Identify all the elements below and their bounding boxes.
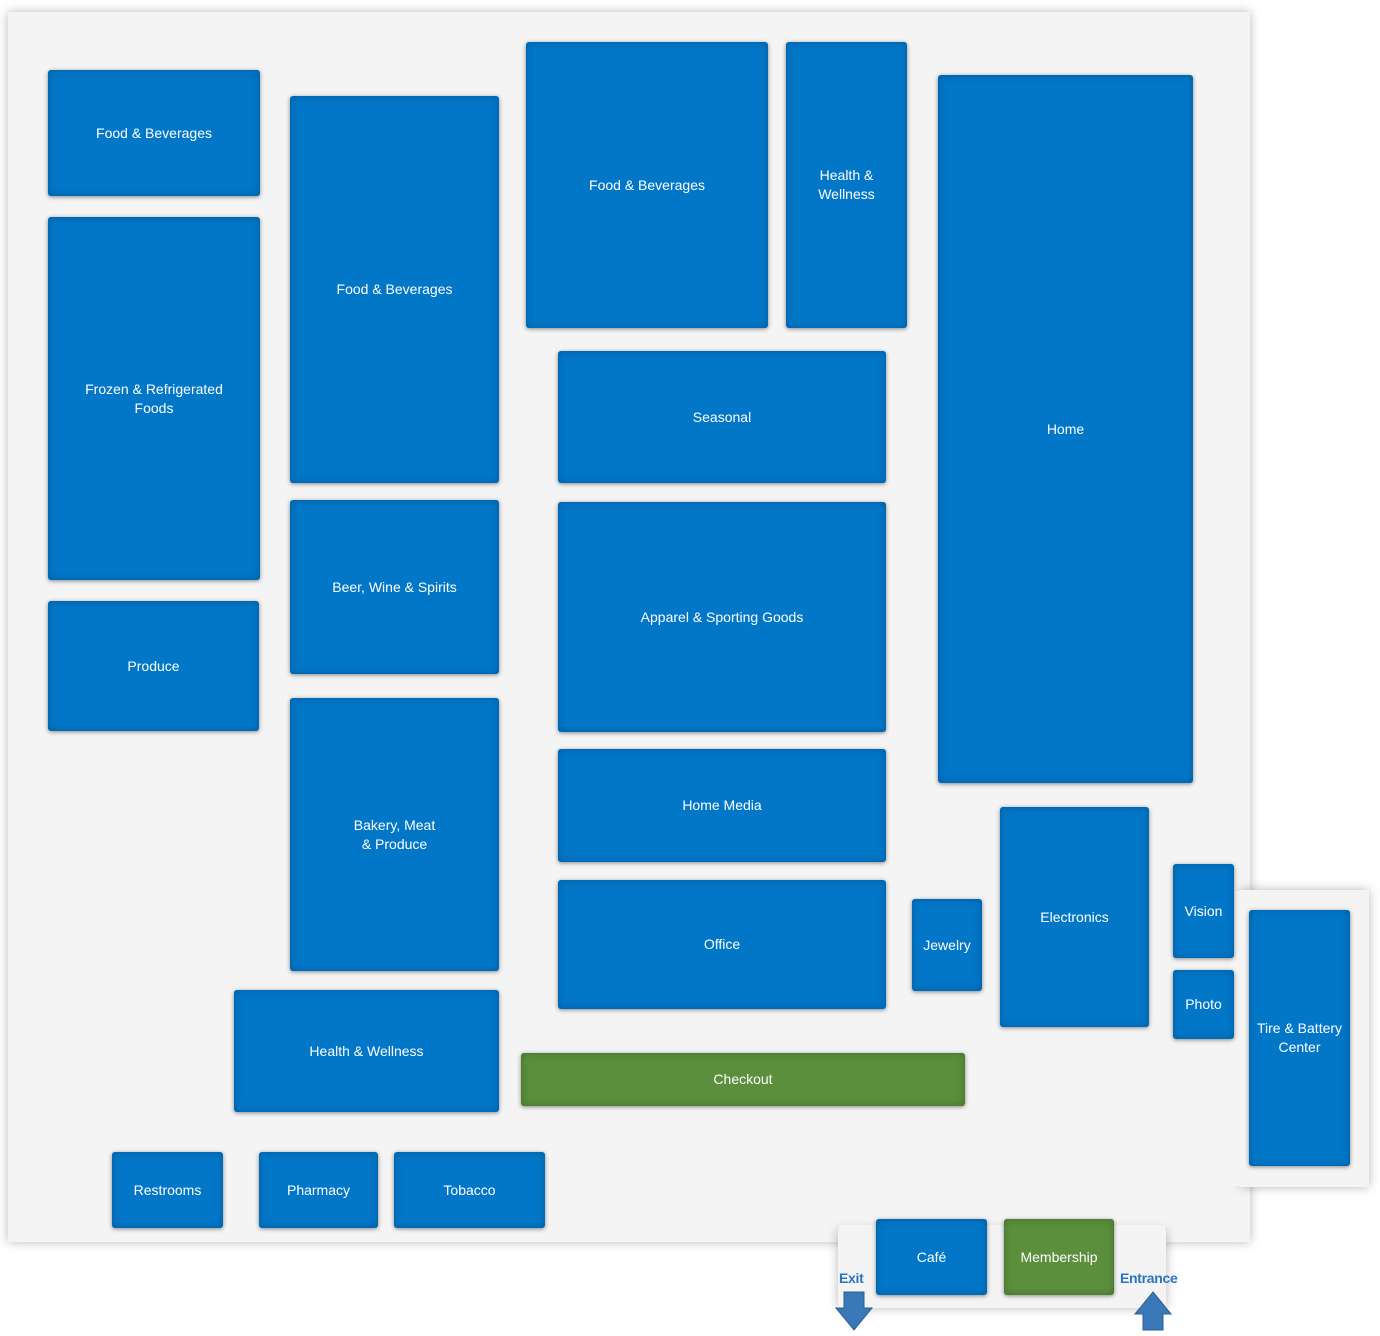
dept-label: Beer, Wine & Spirits <box>332 578 457 595</box>
dept-label: Jewelry <box>923 936 971 953</box>
dept-label: Checkout <box>713 1071 773 1087</box>
dept-vision[interactable]: Vision <box>1173 864 1234 958</box>
dept-label: Seasonal <box>692 408 752 425</box>
dept-label: Photo <box>1185 996 1222 1012</box>
dept-label: Pharmacy <box>286 1181 351 1198</box>
dept-label: Bakery, Meat & Produce <box>353 816 436 852</box>
dept-restrooms[interactable]: Restrooms <box>112 1152 223 1228</box>
dept-tobacco[interactable]: Tobacco <box>394 1152 545 1228</box>
dept-label: Health & Wellness <box>309 1042 424 1059</box>
dept-label: Tire & Battery Center <box>1256 1020 1343 1055</box>
dept-bakery-meat-produce[interactable]: Bakery, Meat & Produce <box>290 698 499 971</box>
dept-label: Health & Wellness <box>818 167 875 202</box>
dept-label: Café <box>916 1248 947 1265</box>
dept-health-wellness-2[interactable]: Health & Wellness <box>786 42 907 328</box>
dept-pharmacy[interactable]: Pharmacy <box>259 1152 378 1228</box>
dept-food-beverages-2[interactable]: Food & Beverages <box>290 96 499 483</box>
dept-home[interactable]: Home <box>938 75 1193 783</box>
dept-apparel-sporting-goods[interactable]: Apparel & Sporting Goods <box>558 502 886 732</box>
dept-food-beverages-3[interactable]: Food & Beverages <box>526 42 768 328</box>
dept-label: Home <box>1046 420 1085 437</box>
membership-desk[interactable]: Membership <box>1004 1219 1114 1295</box>
dept-label: Food & Beverages <box>336 281 453 297</box>
dept-cafe[interactable]: Café <box>876 1219 987 1295</box>
dept-office[interactable]: Office <box>558 880 886 1009</box>
dept-label: Office <box>703 936 741 952</box>
exit-label: Exit <box>839 1270 864 1286</box>
dept-label: Food & Beverages <box>96 124 212 141</box>
dept-jewelry[interactable]: Jewelry <box>912 899 982 991</box>
dept-produce[interactable]: Produce <box>48 601 259 731</box>
dept-beer-wine-spirits[interactable]: Beer, Wine & Spirits <box>290 500 499 674</box>
dept-photo[interactable]: Photo <box>1173 970 1234 1039</box>
dept-label: Membership <box>1020 1248 1098 1265</box>
dept-home-media[interactable]: Home Media <box>558 749 886 862</box>
dept-food-beverages-1[interactable]: Food & Beverages <box>48 70 260 196</box>
dept-label: Tobacco <box>443 1181 496 1198</box>
dept-frozen-refrigerated[interactable]: Frozen & Refrigerated Foods <box>48 217 260 580</box>
dept-seasonal[interactable]: Seasonal <box>558 351 886 483</box>
dept-label: Home Media <box>682 797 762 813</box>
dept-label: Apparel & Sporting Goods <box>640 608 804 625</box>
dept-label: Restrooms <box>133 1181 202 1198</box>
dept-label: Vision <box>1184 902 1223 919</box>
dept-label: Food & Beverages <box>589 176 705 193</box>
dept-health-wellness-1[interactable]: Health & Wellness <box>234 990 499 1112</box>
dept-tire-battery-center[interactable]: Tire & Battery Center <box>1249 910 1350 1166</box>
dept-label: Electronics <box>1040 908 1109 925</box>
dept-electronics[interactable]: Electronics <box>1000 807 1149 1027</box>
entrance-label: Entrance <box>1120 1270 1178 1286</box>
entrance-arrow-up-icon <box>1133 1291 1173 1331</box>
dept-label: Frozen & Refrigerated Foods <box>85 380 223 416</box>
checkout-area[interactable]: Checkout <box>521 1053 965 1106</box>
exit-arrow-down-icon <box>834 1291 874 1331</box>
dept-label: Produce <box>127 657 180 674</box>
